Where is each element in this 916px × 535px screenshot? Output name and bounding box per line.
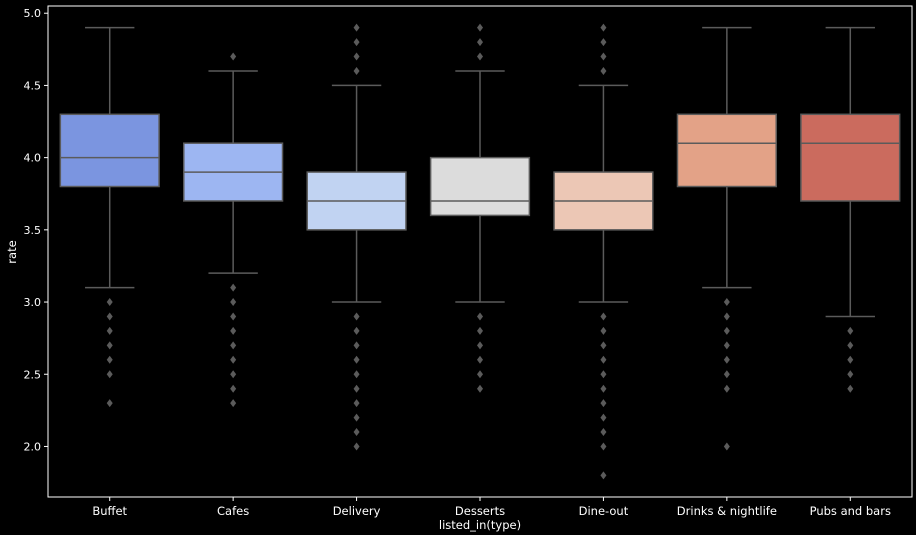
outlier-point: [600, 370, 607, 379]
outlier-point: [230, 326, 237, 335]
outlier-point: [847, 326, 854, 335]
outlier-point: [847, 370, 854, 379]
y-tick-label: 2.5: [24, 368, 42, 381]
outlier-point: [477, 23, 483, 32]
outlier-point: [106, 370, 113, 379]
outlier-point: [230, 283, 237, 292]
outlier-point: [477, 370, 483, 379]
box-buffet: [59, 26, 160, 408]
outlier-point: [353, 442, 360, 451]
outlier-point: [477, 312, 483, 321]
x-tick-label: Pubs and bars: [810, 504, 891, 518]
outlier-point: [353, 23, 360, 32]
axes: 2.0 2.5 3.0 3.5 4.0 4.5 5.0 Buffet Cafes Delivery…: [24, 7, 891, 518]
outlier-point: [106, 399, 113, 408]
x-tick-label: Desserts: [455, 504, 505, 518]
outlier-point: [723, 312, 730, 321]
y-axis-label: rate: [5, 240, 19, 263]
x-tick-label: Cafes: [217, 504, 249, 518]
outlier-point: [230, 370, 237, 379]
outlier-point: [353, 355, 360, 364]
box-drinks-nightlife: [676, 26, 777, 451]
outlier-point: [353, 399, 360, 408]
outlier-point: [723, 384, 730, 393]
outlier-point: [600, 341, 607, 350]
box-pubs-and-bars: [800, 26, 901, 393]
outlier-point: [847, 341, 854, 350]
outlier-point: [477, 52, 483, 61]
box-dine-out: [553, 23, 654, 480]
x-axis-label: listed_in(type): [439, 518, 521, 532]
x-tick-label: Buffet: [92, 504, 127, 518]
outlier-point: [353, 38, 360, 47]
outlier-point: [230, 384, 237, 393]
x-tick-label: Drinks & nightlife: [677, 504, 777, 518]
plot-area: [59, 23, 901, 480]
outlier-point: [106, 341, 113, 350]
outlier-point: [106, 326, 113, 335]
outlier-point: [600, 442, 607, 451]
outlier-point: [477, 341, 483, 350]
outlier-point: [600, 23, 607, 32]
box-cafes: [183, 52, 284, 408]
y-tick-label: 3.0: [24, 296, 42, 309]
y-tick-label: 5.0: [24, 7, 42, 20]
outlier-point: [106, 355, 113, 364]
outlier-point: [353, 66, 360, 75]
iqr-box: [59, 113, 160, 188]
outlier-point: [600, 428, 607, 437]
outlier-point: [353, 341, 360, 350]
outlier-point: [230, 298, 237, 307]
outlier-point: [477, 384, 483, 393]
outlier-point: [230, 341, 237, 350]
box-desserts: [429, 23, 531, 393]
outlier-point: [723, 326, 730, 335]
outlier-point: [230, 52, 237, 61]
outlier-point: [477, 38, 483, 47]
outlier-point: [847, 384, 854, 393]
outlier-point: [600, 326, 607, 335]
iqr-box: [800, 113, 901, 202]
outlier-point: [477, 326, 483, 335]
outlier-point: [353, 384, 360, 393]
iqr-box: [429, 156, 531, 217]
outlier-point: [600, 52, 607, 61]
outlier-point: [230, 355, 237, 364]
outlier-point: [353, 312, 360, 321]
outlier-point: [600, 66, 607, 75]
outlier-point: [723, 341, 730, 350]
outlier-point: [353, 428, 360, 437]
outlier-point: [723, 355, 730, 364]
x-tick-label: Dine-out: [579, 504, 629, 518]
outlier-point: [600, 413, 607, 422]
outlier-point: [600, 312, 607, 321]
outlier-point: [230, 312, 237, 321]
x-tick-label: Delivery: [333, 504, 381, 518]
box-delivery: [306, 23, 407, 451]
outlier-point: [723, 298, 730, 307]
outlier-point: [106, 298, 113, 307]
outlier-point: [353, 326, 360, 335]
y-tick-label: 4.5: [24, 79, 42, 92]
y-tick-label: 2.0: [24, 440, 42, 453]
y-tick-label: 3.5: [24, 224, 42, 237]
iqr-box: [676, 113, 777, 188]
outlier-point: [477, 355, 483, 364]
outlier-point: [353, 52, 360, 61]
outlier-point: [600, 355, 607, 364]
outlier-point: [600, 384, 607, 393]
outlier-point: [106, 312, 113, 321]
outlier-point: [847, 355, 854, 364]
outlier-point: [230, 399, 237, 408]
y-tick-label: 4.0: [24, 152, 42, 165]
outlier-point: [600, 399, 607, 408]
outlier-point: [353, 370, 360, 379]
outlier-point: [723, 442, 730, 451]
outlier-point: [723, 370, 730, 379]
outlier-point: [353, 413, 360, 422]
outlier-point: [600, 38, 607, 47]
outlier-point: [600, 471, 607, 480]
